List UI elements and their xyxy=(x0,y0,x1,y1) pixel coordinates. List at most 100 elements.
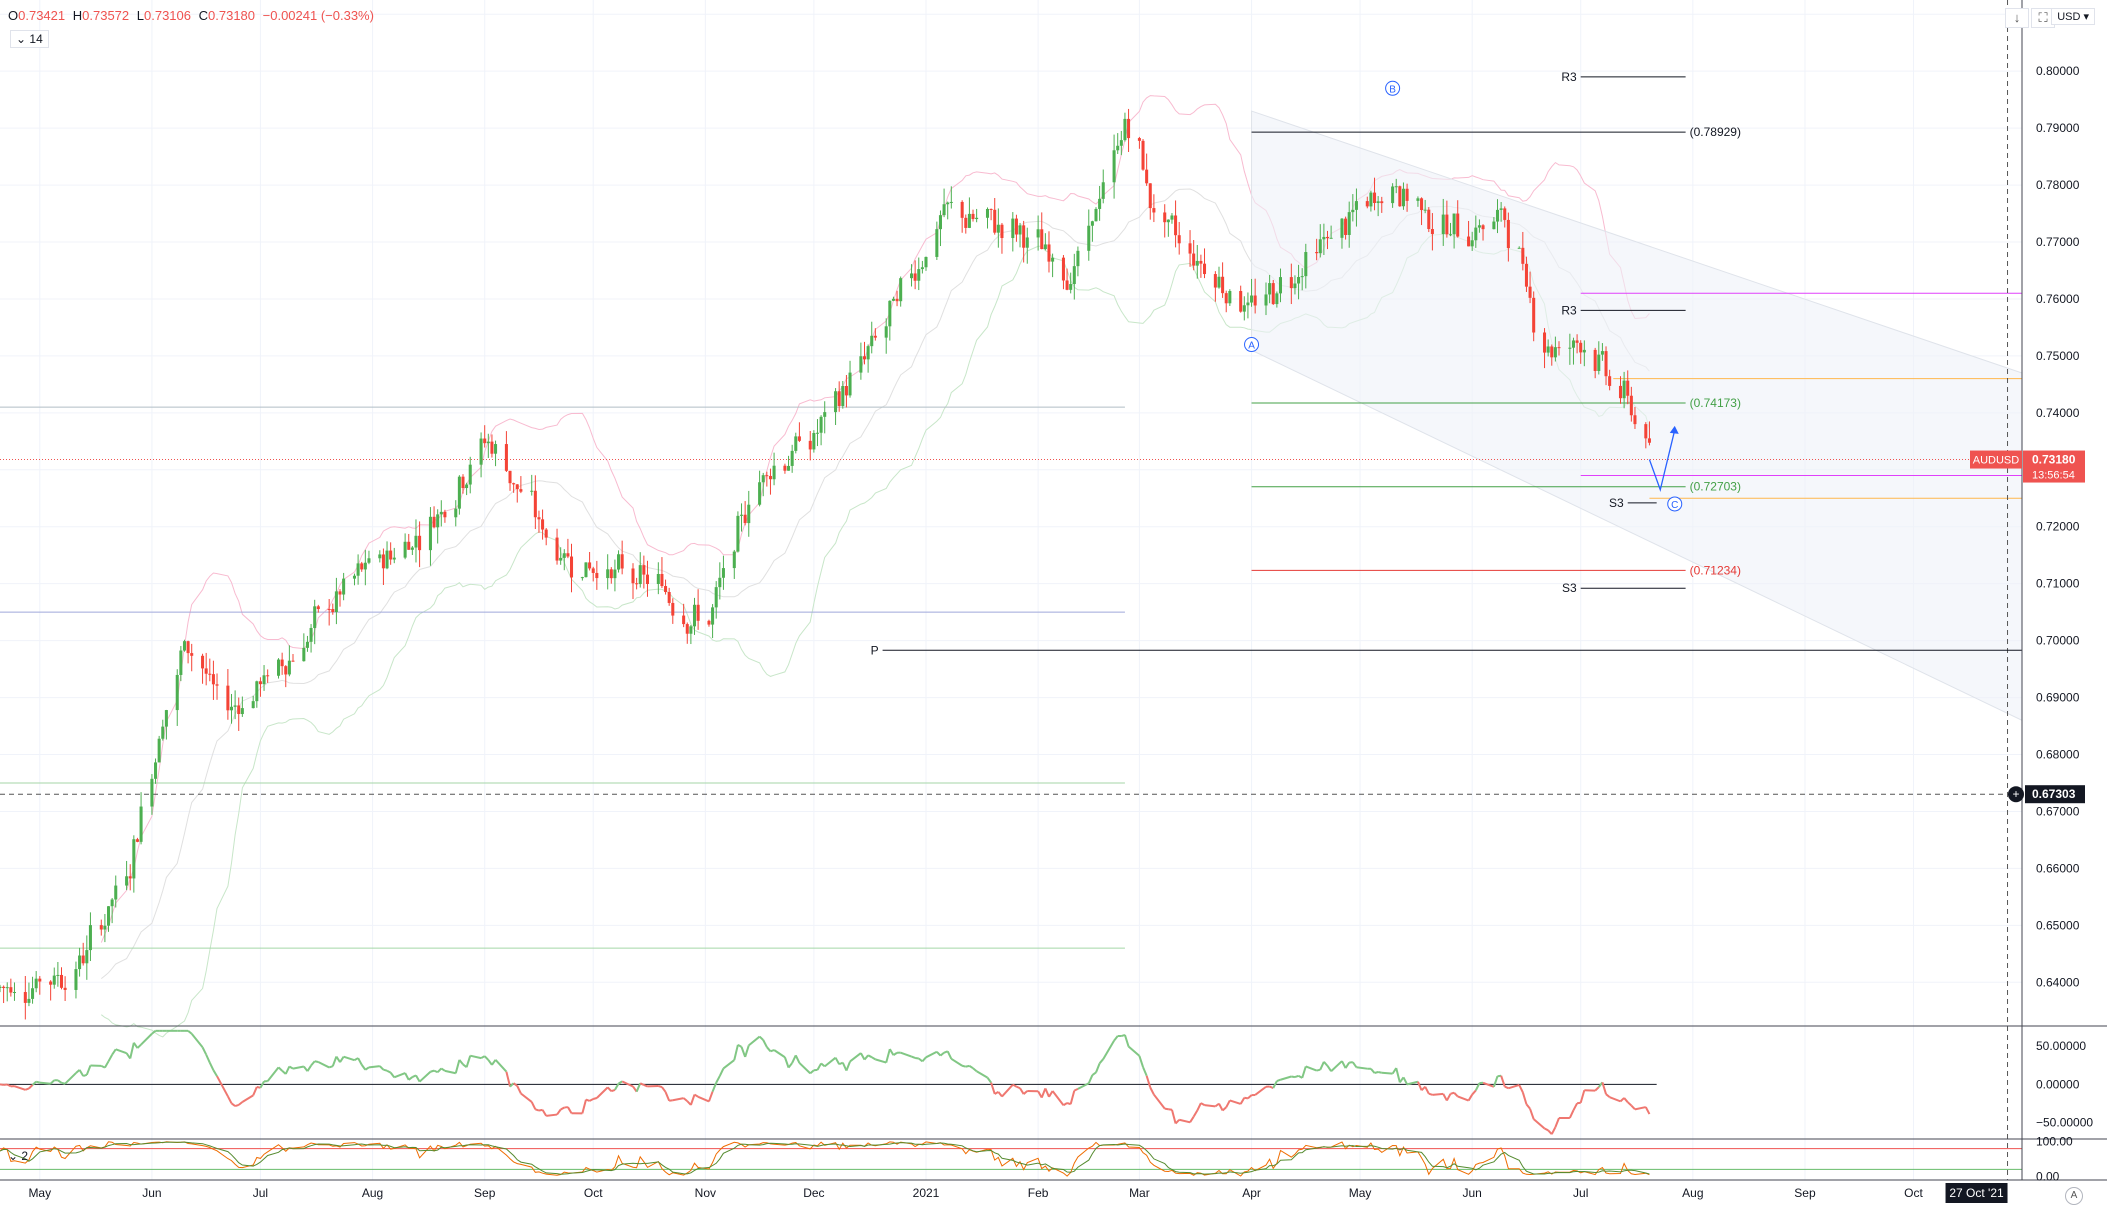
chevron-down-icon: ▾ xyxy=(2080,11,2089,23)
oscillator-segment xyxy=(1048,1090,1054,1098)
stoch-k-line xyxy=(0,1141,1650,1177)
oscillator-segment xyxy=(1218,1103,1224,1111)
candle-body xyxy=(1506,219,1510,249)
candle-body xyxy=(233,705,237,707)
close-value: 0.73180 xyxy=(208,8,256,23)
oscillator-segment xyxy=(546,1113,558,1117)
time-tick-label: Jun xyxy=(142,1186,161,1200)
price-tick-label: 0.68000 xyxy=(2036,748,2080,762)
candle-body xyxy=(1553,347,1557,358)
oscillator-segment xyxy=(1077,1082,1090,1090)
osc2-tick-label: 0.00 xyxy=(2036,1169,2060,1183)
osc1-tick-label: −50.00000 xyxy=(2036,1116,2093,1130)
candle-body xyxy=(1557,347,1561,349)
candle-body xyxy=(620,554,624,569)
candle-body xyxy=(1499,208,1503,210)
candle-body xyxy=(381,554,385,569)
time-tick-label: Aug xyxy=(362,1186,383,1200)
time-tick-label: May xyxy=(28,1186,51,1200)
oscillator-segment xyxy=(1344,1062,1351,1069)
candle-body xyxy=(848,372,852,396)
candle-body xyxy=(1224,293,1228,304)
currency-label: USD xyxy=(2057,11,2081,23)
candle-body xyxy=(765,475,769,477)
candle-body xyxy=(291,660,295,662)
osc1-tick-label: 50.00000 xyxy=(2036,1039,2086,1053)
oscillator-segment xyxy=(1123,1034,1130,1047)
candle-body xyxy=(1014,218,1018,235)
candle-body xyxy=(794,436,798,451)
auto-scale-button[interactable]: A xyxy=(2065,1187,2083,1205)
level-label: R3 xyxy=(1561,303,1577,317)
oscillator-segment xyxy=(596,1086,609,1099)
oscillator-segment xyxy=(990,1082,996,1095)
indicator-badge[interactable]: ⌄ 14 xyxy=(10,30,49,48)
candle-body xyxy=(692,604,697,627)
candle-body xyxy=(237,705,241,715)
oscillator-segment xyxy=(364,1066,370,1071)
candle-body xyxy=(494,444,498,454)
oscillator-segment xyxy=(798,1062,811,1075)
oscillator-segment xyxy=(1276,1078,1281,1083)
countdown-value: 13:56:54 xyxy=(2032,470,2075,482)
candle-body xyxy=(305,641,309,648)
candle-body xyxy=(1069,284,1073,290)
wave-label: A xyxy=(1248,341,1255,352)
oscillator-segment xyxy=(104,1060,110,1069)
oscillator-segment xyxy=(1069,1090,1076,1105)
candle-body xyxy=(1213,274,1217,288)
candle-body xyxy=(924,256,928,268)
horizontal-levels: R3 (0.78929) R3 (0.74173) (0.72703) S3 (0.7123… xyxy=(0,0,2022,1180)
time-tick-label: Feb xyxy=(1028,1186,1049,1200)
oscillator-segment xyxy=(357,1057,363,1066)
candle-body xyxy=(1152,208,1156,213)
oscillator-segment xyxy=(1102,1040,1115,1060)
oscillator-segment xyxy=(1474,1082,1481,1091)
collapse-chevron-icon: ⌄ xyxy=(8,1149,22,1163)
oscillator-segment xyxy=(35,1080,41,1084)
candle-body xyxy=(938,215,942,230)
oscillator-segment xyxy=(614,1083,620,1091)
oscillator-segment xyxy=(740,1046,747,1058)
candle-body xyxy=(537,517,541,520)
candle-body xyxy=(638,565,642,585)
candle-body xyxy=(327,609,331,611)
candle-body xyxy=(468,464,472,485)
candle-body xyxy=(917,269,921,281)
candle-body xyxy=(645,574,649,584)
oscillator-segment xyxy=(408,1076,413,1081)
candle-body xyxy=(1477,225,1481,228)
candle-body xyxy=(642,565,646,575)
oscillator-segment xyxy=(1239,1097,1246,1105)
candle-body xyxy=(580,577,584,579)
oscillator-segment xyxy=(360,1064,367,1071)
oscillator-segment xyxy=(1269,1085,1274,1090)
candle-body xyxy=(870,335,874,347)
download-button[interactable]: ↓ xyxy=(2005,8,2029,28)
oscillator-segment xyxy=(1508,1083,1520,1090)
oscillator-segment xyxy=(1149,1087,1155,1096)
oscillator-segment xyxy=(1280,1075,1292,1081)
price-tick-label: 0.65000 xyxy=(2036,918,2080,932)
level-label: (0.71234) xyxy=(1690,563,1741,577)
oscillator-segment xyxy=(1023,1090,1028,1095)
oscillator-segment xyxy=(849,1052,862,1063)
oscillator-segment xyxy=(610,1088,616,1093)
candle-body xyxy=(1582,349,1586,353)
candle-body xyxy=(1423,209,1427,211)
candle-body xyxy=(1380,201,1384,204)
oscillator-badge[interactable]: ⌄ 2 xyxy=(8,1149,28,1163)
candle-body xyxy=(689,626,693,634)
oscillator-segment xyxy=(1138,1055,1144,1068)
oscillator-segment xyxy=(1178,1118,1191,1124)
oscillator-segment xyxy=(689,1094,696,1106)
candle-body xyxy=(533,490,537,518)
oscillator-segment xyxy=(1272,1080,1278,1089)
candle-body xyxy=(711,607,715,625)
oscillator-segment xyxy=(1572,1102,1578,1111)
oscillator-segment xyxy=(1356,1066,1368,1070)
candle-body xyxy=(439,511,443,515)
time-tick-label: Oct xyxy=(584,1186,603,1200)
currency-selector[interactable]: USD ▾ xyxy=(2051,8,2095,25)
